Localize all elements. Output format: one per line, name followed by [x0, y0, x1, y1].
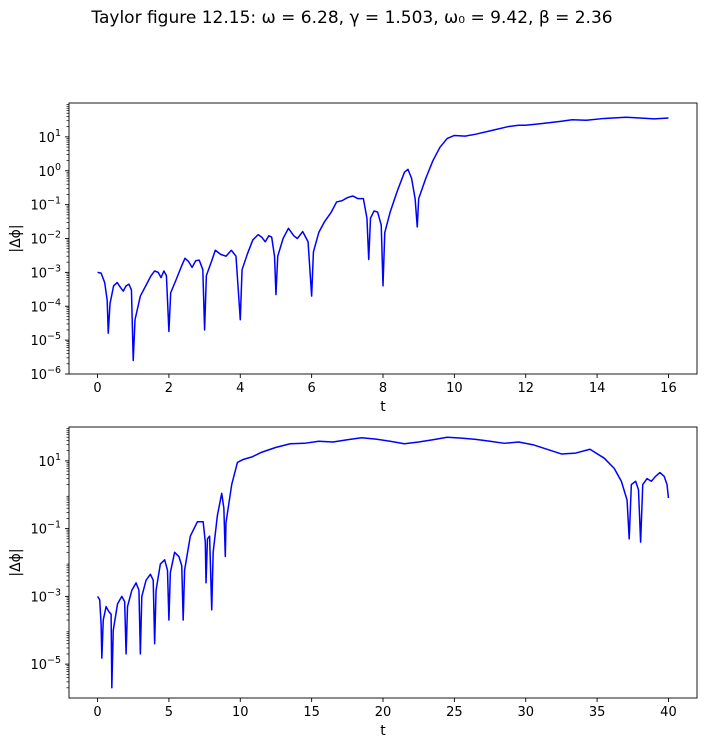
top-series-line-0 — [97, 116, 669, 362]
top-y-tick-label: 100 — [38, 162, 61, 180]
top-x-tick-label: 10 — [446, 381, 463, 396]
top-axes: 0 2 4 6 8 10 12 14 16 10−6 10−5 10−4 10−3 10−2 10−1 100… — [8, 102, 698, 415]
bottom-axes: 0 5 10 15 20 25 30 35 40 10−5 10−3 10−1 101 t |Δϕ| — [8, 426, 698, 739]
top-y-tick-label: 10−2 — [30, 230, 61, 248]
bottom-x-tick-label: 0 — [93, 705, 101, 720]
bottom-series-line-0 — [96, 436, 670, 689]
top-x-tick-label: 12 — [517, 381, 534, 396]
top-x-tick-label: 6 — [307, 381, 315, 396]
top-y-tick-label: 10−1 — [30, 196, 61, 214]
bottom-x-tick-label: 20 — [375, 705, 392, 720]
top-y-tick-label: 101 — [38, 128, 61, 146]
bottom-x-tick-label: 25 — [446, 705, 463, 720]
bottom-x-tick-label: 40 — [660, 705, 677, 720]
top-x-tick-label: 16 — [660, 381, 677, 396]
bottom-x-tick-label: 15 — [303, 705, 320, 720]
bottom-x-tick-label: 30 — [517, 705, 534, 720]
top-y-tick-label: 10−3 — [30, 263, 61, 281]
bottom-x-tick-label: 5 — [165, 705, 173, 720]
top-x-tick-label: 8 — [379, 381, 387, 396]
bottom-y-tick-label: 10−1 — [30, 520, 61, 538]
bottom-y-tick-label: 101 — [38, 452, 61, 470]
top-y-tick-label: 10−4 — [30, 297, 61, 315]
bottom-x-tick-label: 10 — [232, 705, 249, 720]
figure-title: Taylor figure 12.15: ω = 6.28, γ = 1.503… — [90, 8, 612, 28]
top-y-tick-label: 10−6 — [30, 365, 61, 383]
bottom-y-tick-label: 10−5 — [30, 655, 61, 673]
top-y-tick-label: 10−5 — [30, 331, 61, 349]
bottom-x-tick-label: 35 — [589, 705, 606, 720]
top-x-tick-label: 2 — [165, 381, 173, 396]
bottom-y-axis-label: |Δϕ| — [8, 548, 24, 576]
bottom-y-tick-label: 10−3 — [30, 587, 61, 605]
top-x-tick-label: 14 — [589, 381, 606, 396]
top-x-axis-label: t — [380, 399, 386, 415]
top-x-tick-label: 4 — [236, 381, 244, 396]
top-x-tick-label: 0 — [93, 381, 101, 396]
bottom-x-axis-label: t — [380, 723, 386, 739]
top-y-axis-label: |Δϕ| — [8, 224, 24, 252]
